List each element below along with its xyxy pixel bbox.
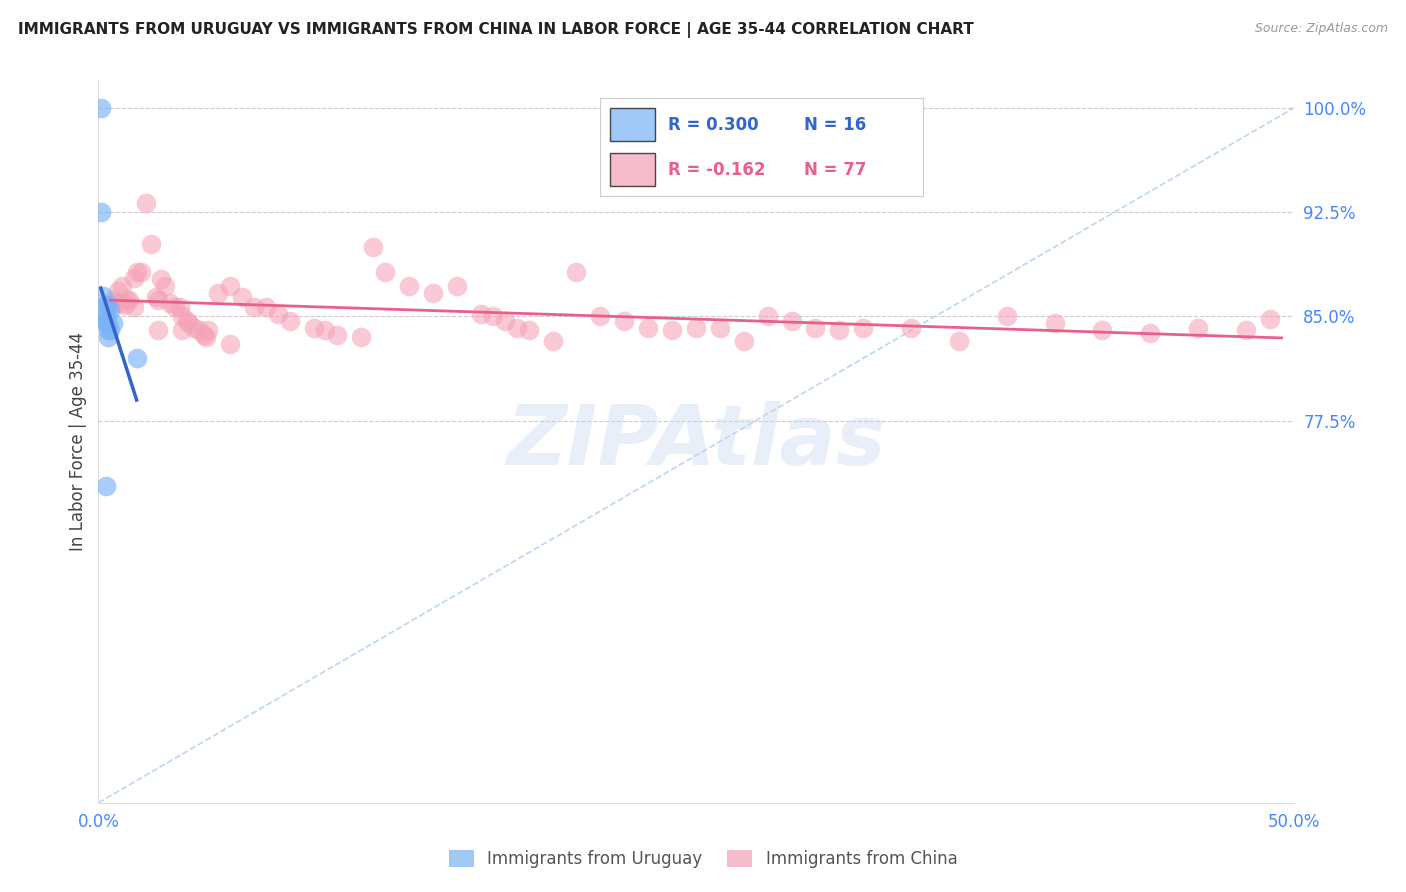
Point — [315, 323, 337, 337]
Point — [139, 237, 162, 252]
Point — [1258, 312, 1281, 326]
Point — [470, 307, 492, 321]
Point — [1091, 323, 1114, 337]
Point — [1187, 320, 1209, 334]
Point — [780, 313, 803, 327]
Point — [124, 300, 146, 314]
Point — [172, 310, 194, 324]
Point — [219, 279, 242, 293]
Text: Source: ZipAtlas.com: Source: ZipAtlas.com — [1254, 22, 1388, 36]
Point — [94, 479, 117, 493]
Point — [159, 295, 181, 310]
Point — [193, 327, 215, 342]
Point — [197, 323, 219, 337]
Point — [446, 279, 468, 293]
Point — [852, 320, 875, 334]
Point — [243, 300, 266, 314]
Point — [207, 285, 229, 300]
Point — [517, 323, 540, 337]
Point — [219, 337, 242, 351]
Legend: Immigrants from Uruguay, Immigrants from China: Immigrants from Uruguay, Immigrants from… — [441, 843, 965, 875]
Point — [709, 320, 731, 334]
Text: ZIPAtlas: ZIPAtlas — [506, 401, 886, 482]
Point — [398, 279, 420, 293]
Point — [661, 323, 683, 337]
Text: IMMIGRANTS FROM URUGUAY VS IMMIGRANTS FROM CHINA IN LABOR FORCE | AGE 35-44 CORR: IMMIGRANTS FROM URUGUAY VS IMMIGRANTS FR… — [18, 22, 974, 38]
Point — [326, 327, 349, 342]
Point — [172, 323, 194, 337]
Point — [97, 317, 120, 331]
Point — [97, 323, 120, 337]
Point — [97, 298, 120, 312]
Point — [125, 351, 148, 366]
Point — [733, 334, 755, 349]
Point — [98, 302, 122, 317]
Point — [363, 240, 385, 254]
Point — [1139, 326, 1161, 341]
Point — [118, 293, 141, 307]
Point — [94, 317, 117, 331]
Point — [124, 270, 146, 285]
Point — [565, 265, 588, 279]
Point — [115, 293, 138, 307]
Point — [176, 313, 198, 327]
Point — [135, 195, 157, 210]
Point — [149, 272, 172, 286]
Point — [267, 307, 290, 321]
Point — [302, 320, 325, 334]
Point — [506, 320, 529, 334]
Point — [169, 300, 191, 314]
Point — [350, 330, 373, 344]
Point — [163, 300, 186, 314]
Point — [108, 295, 131, 310]
Point — [90, 101, 112, 115]
Point — [91, 288, 114, 302]
Point — [948, 334, 970, 349]
Point — [101, 317, 124, 331]
Point — [104, 295, 127, 310]
Point — [1234, 323, 1257, 337]
Point — [195, 330, 218, 344]
Point — [995, 310, 1018, 324]
Point — [183, 320, 205, 334]
Point — [374, 265, 396, 279]
Point — [155, 279, 177, 293]
Point — [685, 320, 707, 334]
Point — [1043, 317, 1066, 331]
Point — [148, 293, 170, 307]
Point — [107, 285, 129, 299]
Point — [422, 285, 444, 300]
Point — [179, 317, 201, 331]
Point — [125, 265, 148, 279]
Point — [637, 320, 659, 334]
Point — [804, 320, 827, 334]
Point — [145, 290, 167, 304]
Point — [98, 298, 122, 312]
Point — [94, 307, 117, 321]
Point — [541, 334, 564, 349]
Point — [91, 312, 114, 326]
Point — [94, 298, 117, 312]
Point — [90, 205, 112, 219]
Point — [589, 310, 612, 324]
Point — [756, 310, 779, 324]
Point — [111, 279, 134, 293]
Point — [254, 300, 277, 314]
Point — [114, 298, 136, 312]
Point — [101, 293, 124, 307]
Point — [231, 290, 253, 304]
Point — [828, 323, 851, 337]
Point — [494, 313, 516, 327]
Point — [613, 313, 636, 327]
Point — [131, 265, 153, 279]
Point — [97, 330, 120, 344]
Point — [187, 323, 209, 337]
Point — [148, 323, 170, 337]
Point — [278, 313, 301, 327]
Point — [900, 320, 922, 334]
Point — [481, 310, 505, 324]
Point — [98, 323, 122, 337]
Y-axis label: In Labor Force | Age 35-44: In Labor Force | Age 35-44 — [69, 332, 87, 551]
